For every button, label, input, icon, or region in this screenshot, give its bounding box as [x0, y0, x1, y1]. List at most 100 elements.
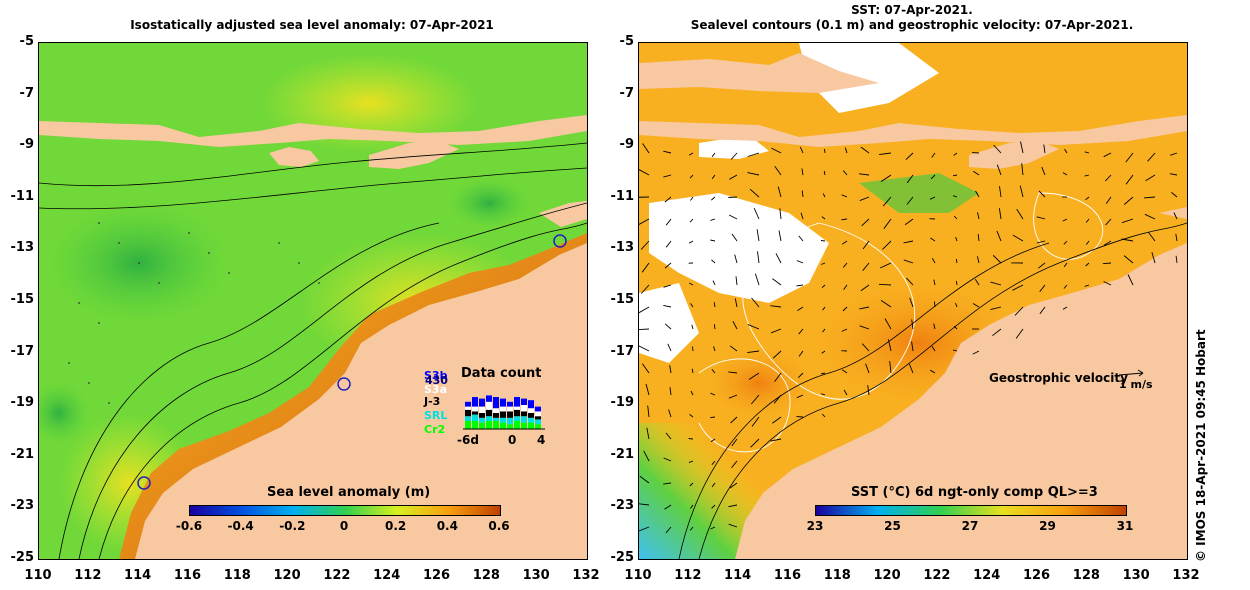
velocity-arrow	[663, 284, 672, 288]
data-count-bar-segment	[500, 406, 506, 412]
satellite-label-s3a: S3a	[424, 383, 447, 396]
longitude-tick-label: 122	[323, 568, 351, 583]
velocity-arrow	[669, 365, 672, 374]
velocity-arrow	[731, 233, 738, 242]
data-count-bar-segment	[507, 401, 513, 407]
velocity-arrow	[796, 394, 804, 399]
velocity-arrow	[711, 259, 716, 264]
colorbar-tick-label: -0.4	[227, 519, 254, 533]
data-count-bar-segment	[521, 416, 527, 423]
satellite-label-j3: J-3	[424, 395, 441, 408]
velocity-arrow	[640, 284, 650, 294]
velocity-arrow	[822, 306, 826, 311]
data-count-bar-segment	[500, 411, 506, 418]
velocity-arrow	[779, 208, 782, 220]
sea-level-map[interactable]: Data count S3b S3a 430 J-3 SRL Cr2 -6d 0…	[38, 42, 588, 560]
velocity-arrow	[771, 147, 782, 154]
velocity-arrow	[1039, 284, 1046, 292]
velocity-arrow	[753, 208, 760, 220]
velocity-arrow	[859, 306, 870, 310]
data-count-xtick: 0	[508, 433, 517, 447]
velocity-arrow	[1123, 255, 1134, 264]
velocity-arrow	[711, 174, 716, 180]
velocity-arrow	[1064, 148, 1068, 154]
longitude-tick-label: 114	[124, 568, 152, 583]
velocity-arrow	[663, 174, 672, 178]
velocity-arrow	[1171, 192, 1178, 198]
velocity-arrow	[711, 369, 716, 374]
velocity-arrow	[728, 394, 738, 399]
velocity-arrow	[933, 301, 936, 308]
velocity-arrow	[905, 152, 914, 160]
velocity-arrow	[730, 416, 738, 424]
colorbar-tick-label: 25	[884, 519, 901, 533]
velocity-arrow	[1103, 240, 1112, 246]
velocity-arrow	[887, 339, 892, 352]
velocity-arrow	[911, 341, 914, 352]
data-count-bar-segment	[486, 395, 492, 402]
latitude-tick-label: -23	[10, 498, 35, 514]
velocity-arrow	[729, 345, 738, 352]
latitude-tick-label: -9	[619, 137, 634, 153]
velocity-arrow	[906, 277, 914, 286]
data-count-bar-segment	[514, 406, 520, 410]
velocity-arrow	[880, 300, 892, 308]
velocity-arrow	[689, 414, 694, 418]
velocity-arrow	[931, 257, 936, 264]
velocity-arrow	[841, 240, 848, 245]
colorbar-tick-label: 31	[1116, 519, 1134, 533]
velocity-arrow	[843, 284, 848, 290]
data-count-bar-segment	[500, 417, 506, 423]
velocity-arrow	[777, 186, 782, 198]
tide-gauge-marker	[337, 377, 351, 391]
longitude-tick-label: 128	[1072, 568, 1100, 583]
right-panel-title-line1: SST: 07-Apr-2021.	[851, 3, 973, 17]
velocity-arrow	[748, 372, 760, 380]
data-count-bar-segment	[521, 422, 527, 429]
velocity-arrow	[931, 152, 936, 158]
velocity-arrow	[996, 230, 1002, 242]
velocity-arrow	[757, 251, 760, 264]
velocity-arrow	[711, 152, 716, 158]
longitude-tick-label: 110	[24, 568, 52, 583]
velocity-arrow	[841, 328, 848, 332]
velocity-arrow	[778, 230, 782, 242]
velocity-arrow	[639, 526, 650, 532]
longitude-tick-label: 132	[572, 568, 600, 583]
latitude-tick-label: -9	[19, 137, 34, 153]
data-count-bar-segment	[507, 424, 513, 429]
velocity-arrow	[668, 409, 672, 418]
velocity-arrow	[821, 413, 826, 418]
velocity-arrow	[728, 196, 738, 198]
velocity-arrow	[842, 306, 848, 312]
velocity-arrow	[639, 169, 650, 176]
velocity-arrow	[879, 262, 892, 269]
longitude-tick-label: 120	[873, 568, 901, 583]
latitude-tick-label: -13	[10, 240, 35, 256]
velocity-arrow	[1147, 231, 1156, 242]
latitude-tick-label: -7	[619, 85, 634, 101]
longitude-tick-label: 120	[273, 568, 301, 583]
velocity-arrow	[689, 218, 694, 223]
velocity-arrow	[1102, 262, 1112, 265]
velocity-arrow	[862, 240, 870, 250]
data-count-xtick: -6d	[457, 433, 479, 447]
data-count-bar-segment	[500, 398, 506, 407]
velocity-arrow	[691, 324, 694, 330]
sst-colorbar-label: SST (°C) 6d ngt-only comp QL>=3	[851, 485, 1098, 500]
data-count-bar-segment	[507, 417, 513, 425]
velocity-arrow	[998, 208, 1002, 220]
velocity-arrow	[992, 254, 1002, 264]
data-count-bar-segment	[465, 409, 471, 417]
velocity-arrow	[1085, 240, 1090, 245]
data-count-bar-segment	[521, 405, 527, 412]
latitude-tick-label: -11	[610, 188, 635, 204]
data-count-bar-segment	[486, 416, 492, 421]
data-count-bar-segment	[528, 417, 534, 423]
velocity-arrow	[1038, 190, 1046, 198]
velocity-arrow	[775, 253, 782, 264]
velocity-arrow	[1145, 174, 1156, 182]
sst-map-graphic	[639, 43, 1187, 559]
velocity-arrow	[1175, 233, 1178, 242]
sst-map[interactable]: Geostrophic velocity 1 m/s SST (°C) 6d n…	[638, 42, 1188, 560]
